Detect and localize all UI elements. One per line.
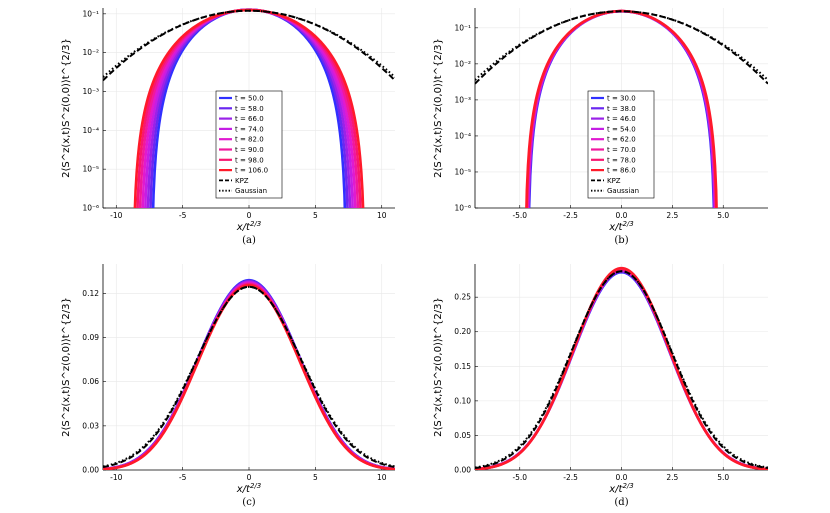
y-tick-label: 10⁻⁵ — [82, 165, 99, 174]
legend-label: Gaussian — [235, 187, 267, 195]
legend-label: t = 70.0 — [607, 146, 636, 154]
legend-label: KPZ — [607, 177, 621, 185]
y-tick-label: 10⁻¹ — [454, 23, 471, 32]
y-tick-label: 0.20 — [454, 327, 471, 336]
series-line-86.0 — [475, 266, 768, 470]
legend-label: t = 90.0 — [235, 146, 264, 154]
legend-label: t = 30.0 — [607, 95, 636, 103]
y-tick-label: 10⁻³ — [82, 87, 99, 96]
legend: t = 50.0 t = 58.0 t = 66.0 t = 74.0 t = 82.0… — [215, 90, 283, 199]
panel-caption: (b) — [614, 235, 628, 246]
panel-a: -10 -5 0 5 10 10⁻⁶ 10⁻⁵ 10⁻⁴ 10⁻³ 10⁻² 10⁻¹ x/t2/3 2… — [61, 8, 395, 246]
x-tick-label: 2.5 — [666, 473, 678, 482]
x-tick-label: 0 — [247, 211, 252, 220]
curves — [103, 278, 395, 470]
y-tick-label: 0.00 — [454, 466, 471, 475]
legend-label: t = 106.0 — [235, 167, 268, 175]
y-tick-label: 10⁻³ — [454, 95, 471, 104]
legend-label: t = 86.0 — [607, 167, 636, 175]
curves — [475, 266, 768, 470]
x-axis-label: x/t2/3 — [608, 482, 633, 495]
y-axis-label: 2⟨S^z(x,t)S^z(0,0)⟩t^{2/3} — [433, 38, 444, 178]
y-tick-label: 0.03 — [82, 421, 99, 430]
x-tick-label: 10 — [377, 473, 387, 482]
y-tick-label: 0.12 — [82, 289, 99, 298]
legend: t = 30.0 t = 38.0 t = 46.0 t = 54.0 t = 62.0… — [587, 90, 655, 199]
y-axis-label: 2⟨S^z(x,t)S^z(0,0)⟩t^{2/3} — [61, 297, 72, 437]
x-tick-label: 0.0 — [616, 473, 628, 482]
legend-label: t = 62.0 — [607, 136, 636, 144]
legend-label: t = 82.0 — [235, 136, 264, 144]
curves — [475, 9, 768, 208]
x-tick-label: 5.0 — [717, 211, 729, 220]
legend-label: t = 46.0 — [607, 115, 636, 123]
panel-caption: (a) — [242, 235, 256, 246]
legend-label: t = 58.0 — [235, 105, 264, 113]
y-tick-label: 10⁻⁴ — [82, 126, 99, 135]
x-tick-label: -10 — [110, 473, 122, 482]
y-axis-label: 2⟨S^z(x,t)S^z(0,0)⟩t^{2/3} — [433, 297, 444, 437]
curves — [103, 8, 395, 208]
panel-d: -5.0 -2.5 0.0 2.5 5.0 0.00 0.05 0.10 0.15 0.20 0.2… — [433, 264, 768, 508]
legend-label: t = 78.0 — [607, 156, 636, 164]
x-tick-label: -2.5 — [563, 211, 578, 220]
x-tick-label: 5 — [313, 211, 318, 220]
panel-caption: (c) — [242, 497, 256, 508]
y-tick-label: 0.00 — [82, 466, 99, 475]
y-axis-label: 2⟨S^z(x,t)S^z(0,0)⟩t^{2/3} — [61, 38, 72, 178]
y-tick-label: 0.05 — [454, 431, 471, 440]
y-tick-label: 10⁻² — [82, 48, 99, 57]
x-tick-label: 10 — [377, 211, 387, 220]
gaussian-line — [103, 9, 395, 78]
y-tick-label: 0.25 — [454, 293, 471, 302]
panel-c: -10 -5 0 5 10 0.00 0.03 0.06 0.09 0.12 x/t2/3 2⟨S^z… — [61, 264, 395, 508]
y-tick-label: 10⁻⁶ — [454, 204, 471, 213]
y-tick-label: 0.15 — [454, 362, 471, 371]
x-tick-label: 5 — [313, 473, 318, 482]
legend-label: Gaussian — [607, 187, 639, 195]
x-tick-label: -5.0 — [512, 211, 527, 220]
x-tick-label: 5.0 — [717, 473, 729, 482]
x-tick-label: 0 — [247, 473, 252, 482]
gaussian-line — [103, 285, 395, 468]
y-tick-label: 10⁻² — [454, 59, 471, 68]
x-tick-label: -2.5 — [563, 473, 578, 482]
legend-label: t = 66.0 — [235, 115, 264, 123]
y-tick-label: 0.10 — [454, 396, 471, 405]
panel-b: -5.0 -2.5 0.0 2.5 5.0 10⁻⁶ 10⁻⁵ 10⁻⁴ 10⁻³ 10⁻² 10⁻… — [433, 8, 768, 246]
legend-label: t = 38.0 — [607, 105, 636, 113]
y-tick-label: 10⁻¹ — [82, 9, 99, 18]
x-tick-label: 0.0 — [616, 211, 628, 220]
legend-label: KPZ — [235, 177, 249, 185]
legend-label: t = 74.0 — [235, 125, 264, 133]
x-tick-label: -5 — [179, 211, 187, 220]
panel-caption: (d) — [614, 497, 628, 508]
series-line-106.0 — [103, 284, 395, 470]
gaussian-line — [475, 270, 768, 469]
y-tick-label: 0.06 — [82, 377, 99, 386]
legend-label: t = 54.0 — [607, 125, 636, 133]
x-axis-label: x/t2/3 — [608, 220, 633, 233]
x-axis-label: x/t2/3 — [236, 220, 261, 233]
x-tick-label: -5 — [179, 473, 187, 482]
x-tick-label: -10 — [110, 211, 122, 220]
y-tick-label: 10⁻⁴ — [454, 131, 471, 140]
y-tick-label: 0.09 — [82, 333, 99, 342]
x-tick-label: -5.0 — [512, 473, 527, 482]
kpz-line — [103, 285, 395, 469]
x-tick-label: 2.5 — [666, 211, 678, 220]
y-tick-label: 10⁻⁵ — [454, 167, 471, 176]
legend-label: t = 50.0 — [235, 95, 264, 103]
x-axis-label: x/t2/3 — [236, 482, 261, 495]
gaussian-line — [475, 10, 768, 81]
y-tick-label: 10⁻⁶ — [82, 204, 99, 213]
legend-label: t = 98.0 — [235, 156, 264, 164]
